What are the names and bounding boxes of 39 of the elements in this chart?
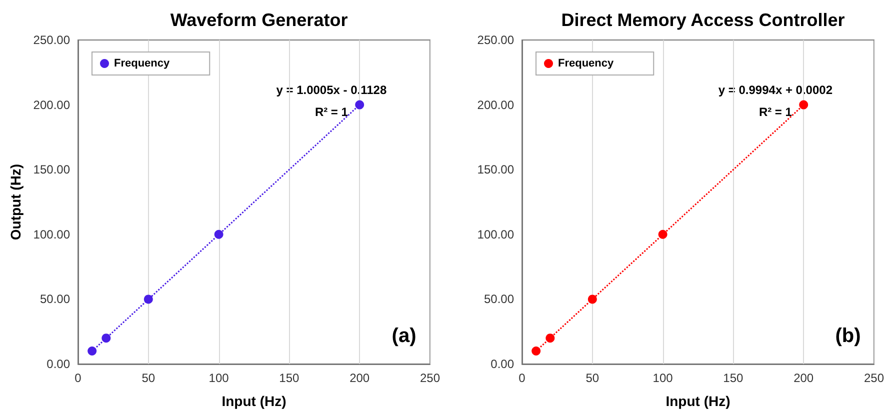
x-tick-label: 150 — [723, 371, 744, 385]
x-tick-label: 100 — [208, 371, 230, 385]
x-tick-label: 150 — [279, 371, 300, 385]
y-tick-label: 50.00 — [40, 292, 70, 306]
x-tick-label: 100 — [652, 371, 674, 385]
x-tick-label: 50 — [586, 371, 600, 385]
y-tick-label: 0.00 — [490, 357, 514, 371]
annotation: R² = 1 — [314, 105, 348, 119]
x-axis-title: Input (Hz) — [222, 393, 286, 409]
annotation: R² = 1 — [758, 105, 792, 119]
point — [355, 100, 364, 110]
y-tick-label: 100.00 — [477, 227, 514, 242]
y-tick-label: 150.00 — [33, 162, 70, 177]
legend-label: Frequency — [114, 58, 171, 70]
y-tick-label: 50.00 — [484, 292, 514, 306]
y-tick-label: 200.00 — [33, 98, 70, 112]
x-tick-label: 200 — [350, 371, 370, 385]
chart-title: Waveform Generator — [170, 10, 348, 30]
y-tick-label: 250.00 — [33, 33, 70, 47]
x-tick-label: 50 — [142, 371, 156, 385]
y-tick-label: 200.00 — [477, 98, 514, 112]
annotation: (b) — [835, 325, 861, 347]
x-tick-label: 250 — [864, 371, 884, 385]
y-tick-label: 0.00 — [46, 357, 70, 371]
legend-label: Frequency — [558, 58, 615, 70]
point — [88, 346, 97, 356]
point — [799, 100, 808, 110]
y-tick-label: 250.00 — [477, 33, 514, 47]
x-tick-label: 0 — [74, 371, 82, 385]
x-tick-label: 200 — [794, 371, 814, 385]
x-tick-label: 0 — [518, 371, 526, 385]
point — [532, 346, 541, 356]
y-tick-label: 100.00 — [33, 227, 70, 242]
chart-title: Direct Memory Access Controller — [561, 10, 845, 30]
annotation: (a) — [392, 325, 416, 347]
y-axis-title: Output (Hz) — [7, 164, 24, 240]
x-tick-label: 250 — [420, 371, 440, 385]
y-tick-label: 150.00 — [477, 162, 514, 177]
x-axis-title: Input (Hz) — [666, 393, 730, 409]
